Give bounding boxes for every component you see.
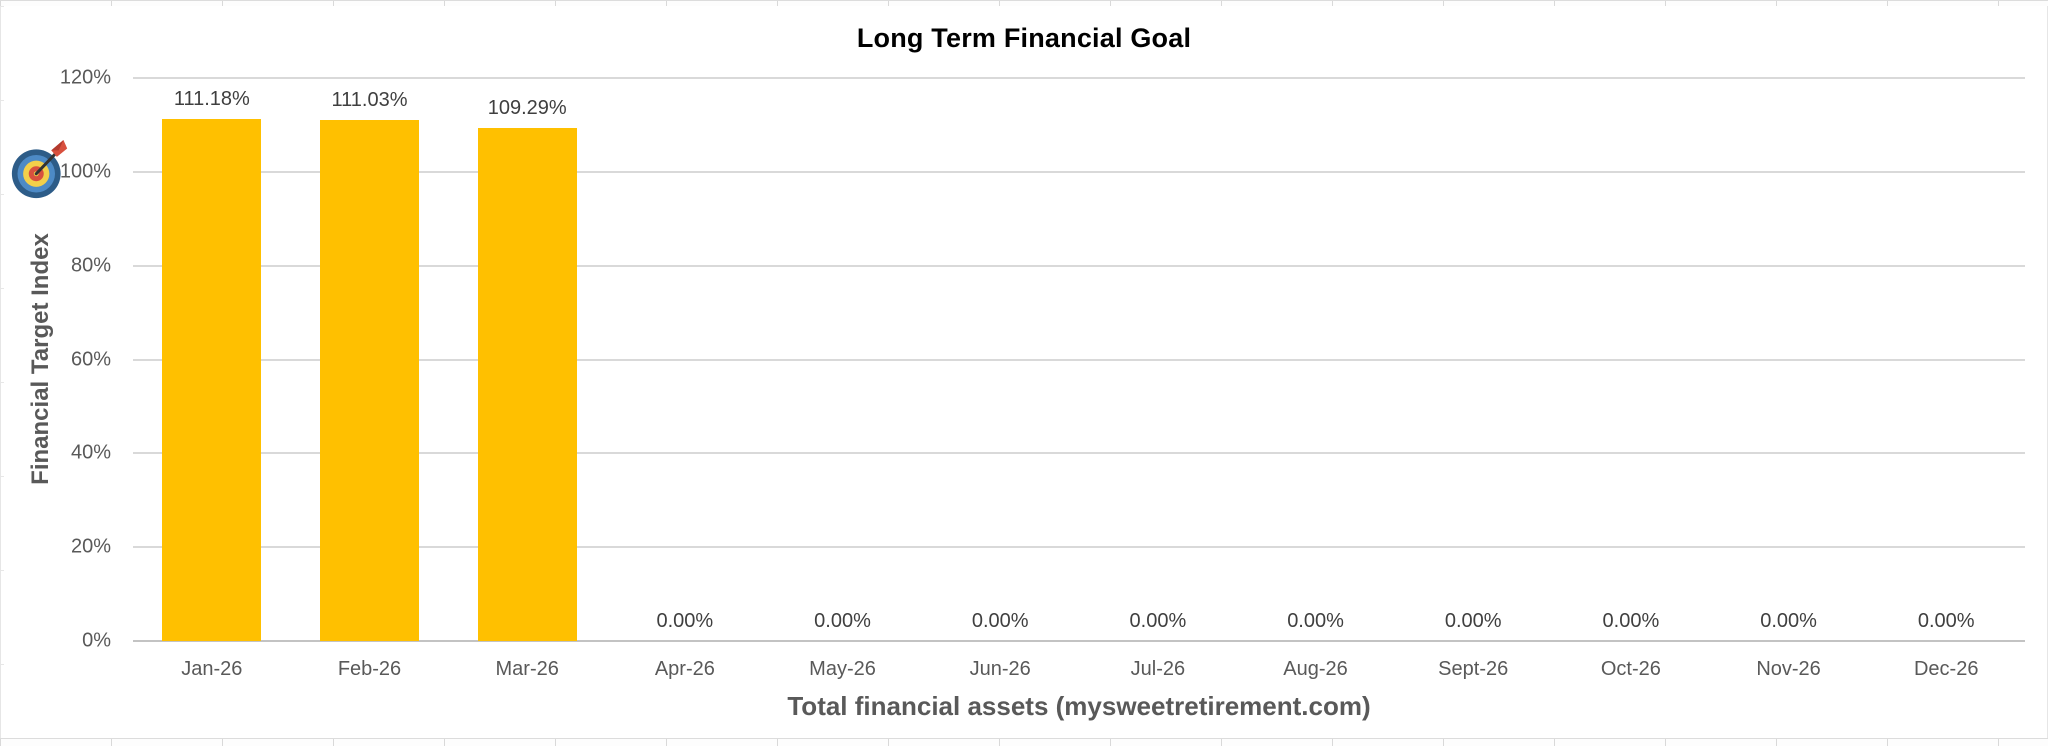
x-tick-label: Aug-26 xyxy=(1283,658,1348,680)
value-label: 0.00% xyxy=(1760,610,1817,632)
y-tick-label: 20% xyxy=(70,535,111,558)
value-label: 0.00% xyxy=(1917,610,1975,632)
value-label: 0.00% xyxy=(814,610,871,632)
y-axis-tick-labels: 120% 100% 80% 60% 40% 20% 0% xyxy=(1,67,111,652)
value-label: 0.00% xyxy=(971,610,1029,632)
value-label: 0.00% xyxy=(656,610,714,632)
x-tick-label: Sept-26 xyxy=(1438,658,1509,680)
gridline xyxy=(133,546,2025,549)
y-tick-label: 80% xyxy=(70,254,111,277)
x-axis-title: Total financial assets (mysweetretiremen… xyxy=(787,691,1371,721)
dartboard-target-icon xyxy=(11,140,68,199)
y-tick-label: 100% xyxy=(59,160,111,183)
x-tick-label: May-26 xyxy=(809,658,876,680)
bar-column: 109.29% xyxy=(448,78,606,641)
x-tick-label: Apr-26 xyxy=(654,658,715,680)
spreadsheet-gridline-strip-top xyxy=(0,0,2048,6)
bar-column: 0.00% xyxy=(606,78,764,641)
x-axis-line xyxy=(133,640,2025,642)
bar-column: 0.00% xyxy=(921,78,1079,641)
bar-mar-26[interactable] xyxy=(477,128,577,641)
spreadsheet-gridline-strip-bottom xyxy=(0,738,2048,746)
chart-object[interactable]: Long Term Financial Goal Financial Targe… xyxy=(0,6,2048,738)
y-tick-label: 120% xyxy=(59,66,111,89)
gridline xyxy=(133,170,2025,173)
x-tick-label: Jun-26 xyxy=(969,658,1031,680)
bar-column: 0.00% xyxy=(1710,78,1868,641)
value-label: 0.00% xyxy=(1444,610,1502,632)
y-tick-label: 0% xyxy=(82,629,111,652)
x-tick-label: Jul-26 xyxy=(1130,658,1186,680)
y-tick-label: 60% xyxy=(70,348,111,370)
value-label: 111.18% xyxy=(173,88,250,111)
value-label: 111.03% xyxy=(331,89,408,112)
x-tick-label: Jan-26 xyxy=(181,658,243,680)
bar-jan-26[interactable] xyxy=(162,119,262,641)
bar-column: 0.00% xyxy=(1237,78,1395,641)
x-tick-label: Mar-26 xyxy=(495,658,559,680)
gridline xyxy=(133,77,2025,79)
value-label: 109.29% xyxy=(487,97,567,120)
gridline xyxy=(133,452,2025,455)
x-axis-tick-labels: Jan-26 Feb-26 Mar-26 Apr-26 May-26 Jun-26 Jul-… xyxy=(133,655,2025,683)
y-tick-label: 40% xyxy=(70,441,111,464)
spreadsheet-row-marks-left-edge xyxy=(1,6,4,738)
x-tick-label: Oct-26 xyxy=(1600,658,1661,680)
gridline xyxy=(133,358,2025,361)
x-tick-label: Nov-26 xyxy=(1756,658,1821,680)
x-tick-label: Dec-26 xyxy=(1913,658,1979,680)
bar-column: 0.00% xyxy=(1552,78,1710,641)
x-tick-label: Feb-26 xyxy=(337,658,402,680)
plot-area: 111.18% 111.03% 109.29% 0.00% 0.00% 0.00% 0.00… xyxy=(133,77,2025,642)
bar-columns: 111.18% 111.03% 109.29% 0.00% 0.00% 0.00% 0.00… xyxy=(133,78,2025,641)
value-label: 0.00% xyxy=(1129,610,1187,632)
bar-column: 0.00% xyxy=(764,78,922,641)
bar-column: 0.00% xyxy=(1867,78,2025,641)
bar-column: 111.18% xyxy=(133,78,291,641)
chart-title: Long Term Financial Goal xyxy=(856,23,1192,53)
bar-column: 111.03% xyxy=(291,78,449,641)
bar-column: 0.00% xyxy=(1079,78,1237,641)
value-label: 0.00% xyxy=(1602,610,1660,632)
bar-column: 0.00% xyxy=(1394,78,1552,641)
bar-feb-26[interactable] xyxy=(319,120,420,641)
gridline xyxy=(133,264,2025,267)
value-label: 0.00% xyxy=(1287,610,1344,632)
